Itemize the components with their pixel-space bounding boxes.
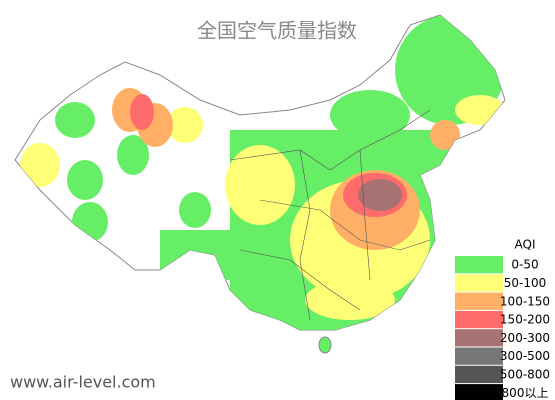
- legend-swatch: [455, 256, 503, 274]
- legend-swatch: [455, 310, 503, 329]
- legend-label: 50-100: [504, 276, 547, 290]
- legend-swatch: [455, 384, 503, 400]
- legend: AQI 0-50 50-100 100-150 150-200 200-300 300-5…: [452, 233, 555, 400]
- legend-label: 200-300: [500, 331, 550, 345]
- province-borders: [229, 109, 431, 321]
- legend-title: AQI: [515, 238, 536, 252]
- map-title: 全国空气质量指数: [197, 19, 357, 43]
- legend-swatch: [455, 274, 503, 292]
- island: [318, 336, 332, 354]
- map: [14, 14, 506, 354]
- legend-label: 800以上: [502, 386, 549, 400]
- footer-url: www.air-level.com: [10, 373, 156, 392]
- legend-swatch: [455, 292, 503, 310]
- legend-swatch: [455, 365, 503, 384]
- legend-label: 300-500: [500, 349, 550, 363]
- legend-label: 0-50: [511, 258, 538, 272]
- legend-label: 150-200: [500, 313, 550, 327]
- legend-label: 500-800: [500, 367, 550, 381]
- aqi-areas: [20, 15, 505, 330]
- legend-swatch: [455, 347, 503, 365]
- legend-label: 100-150: [500, 294, 550, 308]
- legend-swatch: [455, 329, 503, 347]
